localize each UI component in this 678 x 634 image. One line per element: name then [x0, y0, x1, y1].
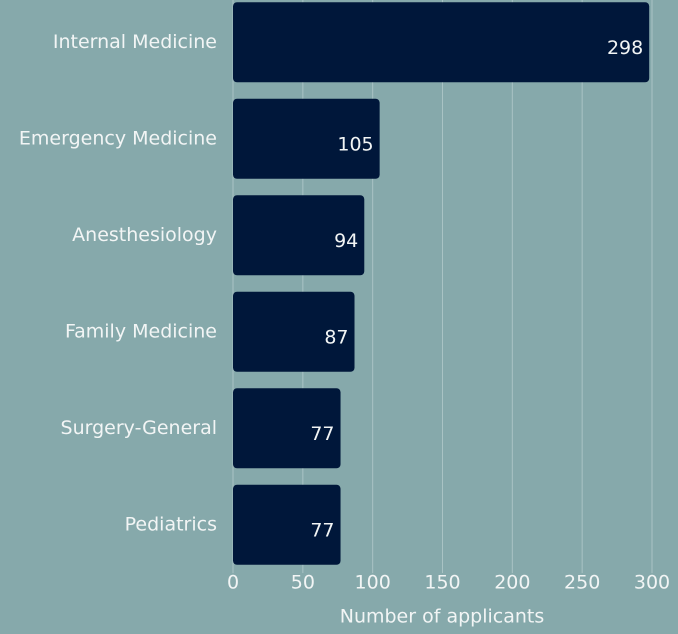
x-tick-label: 300 — [634, 572, 670, 594]
bar — [233, 388, 341, 469]
value-label: 77 — [310, 423, 334, 445]
value-label: 87 — [324, 326, 348, 348]
y-tick-label: Internal Medicine — [53, 31, 217, 53]
value-label: 94 — [334, 230, 358, 252]
value-label: 298 — [607, 37, 643, 59]
y-tick-label: Anesthesiology — [72, 224, 217, 246]
x-tick-label: 200 — [494, 572, 530, 594]
bar — [233, 484, 341, 565]
x-tick-label: 0 — [227, 572, 239, 594]
x-axis-title: Number of applicants — [340, 606, 545, 628]
bar — [233, 291, 355, 372]
y-tick-label: Family Medicine — [65, 320, 217, 342]
y-tick-label: Emergency Medicine — [19, 127, 217, 149]
x-tick-label: 50 — [291, 572, 315, 594]
x-tick-label: 150 — [424, 572, 460, 594]
bar — [233, 98, 380, 179]
x-tick-label: 250 — [564, 572, 600, 594]
x-tick-label: 100 — [355, 572, 391, 594]
bar — [233, 2, 650, 83]
bar — [233, 195, 365, 276]
value-label: 105 — [337, 133, 373, 155]
y-tick-label: Pediatrics — [125, 513, 217, 535]
value-label: 77 — [310, 519, 334, 541]
y-tick-label: Surgery-General — [61, 417, 217, 439]
